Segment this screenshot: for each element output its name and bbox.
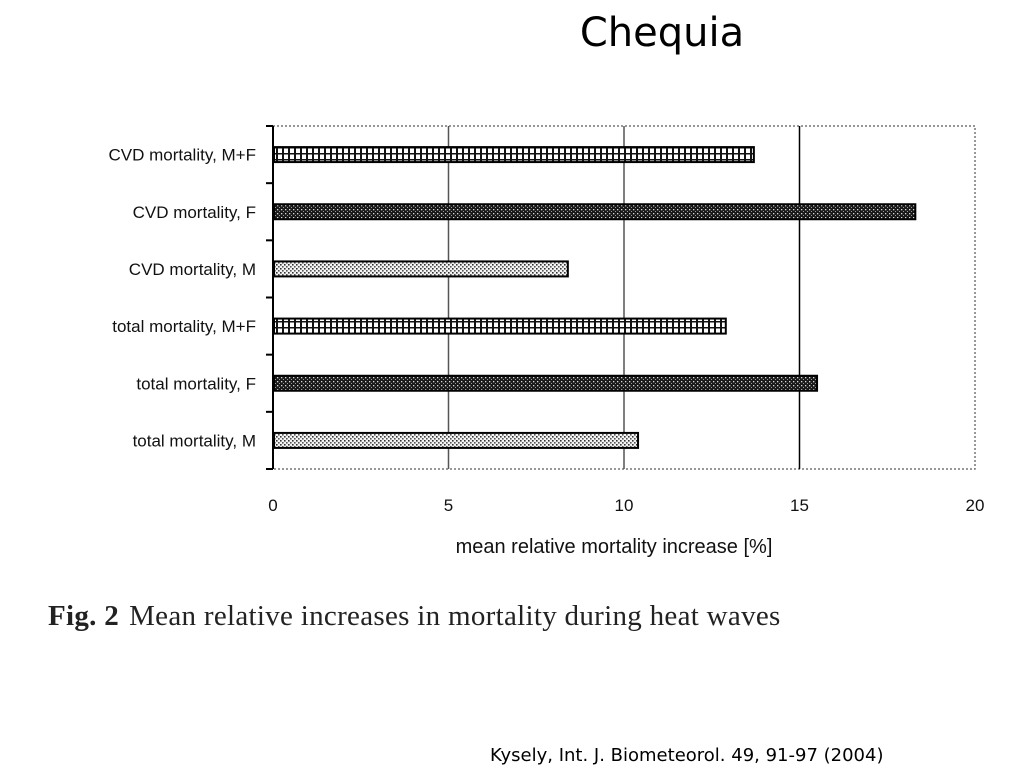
bar-4: [273, 317, 727, 335]
x-tick-label: 20: [966, 496, 985, 515]
category-label: CVD mortality, M: [129, 260, 256, 279]
category-label: CVD mortality, M+F: [108, 146, 256, 165]
bar-2: [273, 203, 917, 221]
figure-caption: Fig. 2 Mean relative increases in mortali…: [48, 600, 781, 633]
category-label: CVD mortality, F: [133, 203, 256, 222]
bar-chart: CVD mortality, M+F CVD mortality, F CVD mo…: [108, 125, 985, 558]
bar-3: [273, 260, 569, 278]
figure-number: Fig. 2: [48, 600, 120, 632]
bar-6: [273, 431, 640, 449]
bar-5: [273, 374, 819, 392]
category-label: total mortality, F: [136, 374, 256, 393]
category-label: total mortality, M+F: [112, 317, 256, 336]
citation-reference: Kysely, Int. J. Biometeorol. 49, 91-97 (…: [490, 745, 884, 766]
figure-caption-text: Mean relative increases in mortality dur…: [129, 600, 781, 632]
category-label: total mortality, M: [133, 431, 256, 450]
x-tick-label: 5: [444, 496, 453, 515]
x-tick-label: 10: [615, 496, 634, 515]
x-tick-label: 15: [790, 496, 809, 515]
bar-1: [273, 146, 755, 164]
x-tick-label: 0: [268, 496, 277, 515]
slide-title: Chequia: [579, 10, 745, 56]
x-axis-title: mean relative mortality increase [%]: [456, 536, 773, 558]
